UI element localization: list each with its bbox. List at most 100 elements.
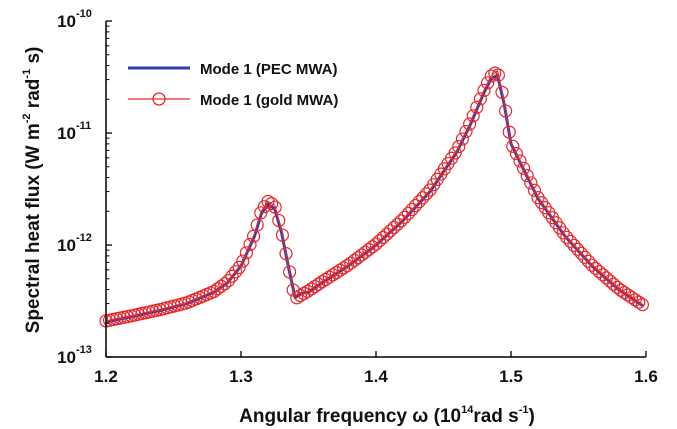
series-marker-gold	[499, 104, 513, 118]
x-tick-label: 1.2	[94, 367, 118, 386]
series-marker-gold	[635, 298, 650, 312]
series-marker-gold	[570, 242, 585, 256]
y-tick-label: 10	[57, 124, 76, 143]
series-marker-gold	[373, 234, 387, 248]
series-marker-gold	[484, 69, 498, 83]
y-tick-label: 10	[57, 348, 76, 367]
series-marker-gold	[614, 283, 628, 297]
series-marker-gold	[304, 282, 318, 296]
legend: Mode 1 (PEC MWA) Mode 1 (gold MWA)	[128, 61, 338, 109]
series-marker-gold	[624, 290, 639, 304]
series-marker-gold	[509, 147, 524, 161]
series-marker-gold	[455, 132, 469, 146]
series-marker-gold	[527, 183, 542, 197]
series-marker-gold	[567, 238, 581, 252]
series-marker-gold	[337, 261, 351, 275]
series-marker-gold	[221, 274, 235, 288]
series-marker-gold	[243, 237, 257, 252]
series-marker-gold	[297, 286, 311, 300]
series-marker-gold	[412, 195, 426, 209]
series-marker-gold	[279, 247, 293, 261]
legend-label-pec: Mode 1 (PEC MWA)	[200, 61, 338, 78]
series-marker-gold	[333, 263, 347, 277]
series-marker-gold	[268, 200, 282, 214]
series-marker-gold	[477, 83, 491, 98]
series-marker-gold	[272, 213, 286, 228]
series-marker-gold	[232, 260, 246, 275]
series-marker-gold	[621, 288, 635, 302]
series-marker-gold	[207, 284, 221, 299]
series-marker-gold	[409, 198, 423, 213]
series-marker-gold	[560, 230, 574, 244]
y-axis-title: Spectral heat flux (W m-2 rad-1 s)	[21, 47, 44, 334]
series-marker-gold	[211, 282, 225, 296]
series-marker-gold	[491, 68, 505, 82]
series-marker-gold	[459, 124, 473, 139]
series-marker-gold	[448, 146, 462, 160]
legend-label-gold: Mode 1 (gold MWA)	[200, 92, 338, 109]
series-marker-gold	[463, 117, 477, 131]
series-marker-gold	[265, 197, 279, 211]
series-line-gold	[105, 70, 644, 322]
y-tick-label: 10	[57, 236, 76, 255]
series-marker-gold	[516, 161, 531, 175]
series-marker-gold	[319, 272, 333, 287]
x-tick-label: 1.6	[634, 367, 658, 386]
series-marker-gold	[369, 237, 383, 251]
series-marker-gold	[574, 246, 588, 260]
series-marker-gold	[628, 293, 642, 307]
series-marker-gold	[466, 109, 480, 123]
series-marker-gold	[380, 227, 394, 241]
x-axis-title: Angular frequency ω (1014rad s-1)	[239, 404, 535, 427]
series-marker-gold	[495, 85, 509, 99]
series-marker-gold	[391, 217, 405, 231]
y-tick-exponent: -13	[76, 344, 92, 356]
series-marker-gold	[315, 275, 329, 289]
series-marker-gold	[340, 259, 354, 273]
series-marker-gold	[524, 176, 538, 190]
series-marker-gold	[502, 125, 516, 139]
series-marker-gold	[275, 228, 289, 242]
series-marker-gold	[308, 279, 322, 294]
series-marker-gold	[236, 254, 250, 268]
series-marker-gold	[563, 234, 578, 248]
series-marker-gold	[290, 291, 304, 305]
series-line-pec	[105, 73, 645, 324]
series-marker-gold	[520, 169, 534, 183]
series-marker-gold	[311, 277, 325, 291]
x-tick-label: 1.5	[499, 367, 523, 386]
y-tick-exponent: -12	[76, 232, 92, 244]
y-tick-exponent: -10	[76, 8, 92, 20]
series-marker-gold	[419, 187, 433, 201]
series-marker-gold	[581, 254, 596, 268]
series-marker-gold	[218, 277, 232, 291]
y-tick-exponent: -11	[76, 120, 91, 132]
legend-marker-gold	[152, 92, 166, 106]
series-marker-gold	[488, 66, 502, 80]
series-marker-gold	[617, 285, 632, 300]
series-marker-gold	[481, 76, 495, 90]
series-marker-gold	[394, 214, 408, 228]
series-marker-gold	[416, 191, 430, 205]
series-marker-gold	[383, 224, 397, 238]
series-marker-gold	[322, 270, 336, 284]
series-marker-gold	[470, 100, 484, 114]
series-marker-gold	[387, 220, 401, 235]
series-layer	[99, 66, 650, 328]
axes	[105, 20, 647, 358]
series-marker-gold	[452, 139, 466, 154]
series-marker-gold	[610, 280, 624, 294]
series-marker-gold	[225, 269, 239, 283]
x-tick-label: 1.3	[229, 367, 253, 386]
y-tick-label: 10	[57, 12, 76, 31]
series-marker-gold	[556, 226, 570, 240]
series-marker-gold	[506, 139, 520, 153]
series-marker-gold	[376, 230, 390, 245]
series-marker-gold	[473, 92, 487, 106]
series-marker-gold	[513, 154, 527, 168]
series-marker-gold	[326, 268, 340, 282]
series-marker-gold	[301, 284, 315, 298]
series-marker-gold	[293, 288, 307, 303]
series-marker-gold	[401, 206, 415, 220]
